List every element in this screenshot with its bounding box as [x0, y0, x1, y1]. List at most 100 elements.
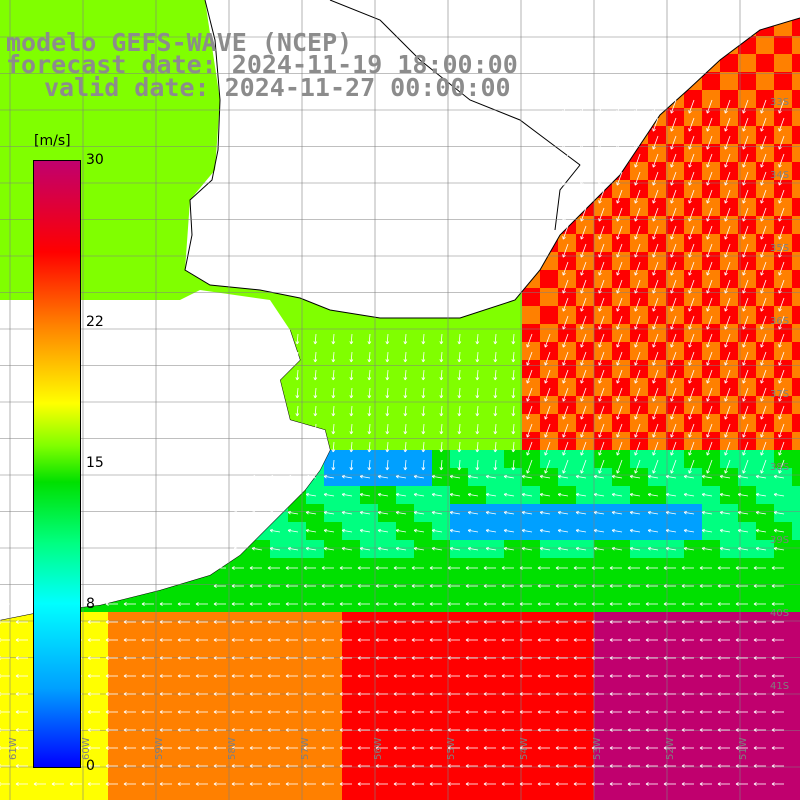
wind-arrow-head	[699, 729, 703, 732]
wind-speed-cell	[324, 756, 342, 774]
wind-arrow-head	[323, 475, 327, 479]
wind-arrow-head	[476, 341, 480, 345]
wind-speed-cell	[198, 738, 216, 756]
wind-arrow-head	[616, 416, 620, 420]
wind-arrow-head	[778, 164, 780, 168]
wind-speed-cell	[108, 774, 126, 792]
wind-arrow	[684, 511, 695, 515]
wind-speed-cell	[504, 738, 522, 756]
wind-arrow-head	[760, 326, 762, 330]
wind-arrow	[630, 511, 641, 515]
wind-arrow-head	[681, 584, 685, 587]
wind-speed-cell	[90, 630, 108, 648]
wind-arrow-head	[670, 344, 674, 348]
wind-speed-cell	[18, 684, 36, 702]
wind-speed-cell	[720, 324, 738, 342]
wind-arrow-head	[652, 452, 654, 456]
wind-arrow-head	[449, 529, 453, 533]
wind-arrow-head	[670, 164, 674, 168]
wind-arrow-head	[778, 254, 780, 258]
wind-arrow-head	[580, 164, 582, 168]
wind-arrow-head	[544, 452, 548, 456]
wind-arrow-head	[447, 584, 451, 587]
wind-arrow-head	[404, 395, 408, 399]
wind-arrow-head	[0, 620, 1, 622]
wind-arrow-head	[15, 693, 19, 696]
wind-arrow-head	[681, 620, 685, 623]
wind-arrow	[360, 511, 371, 515]
wind-speed-cell	[738, 252, 756, 270]
wind-arrow-head	[591, 620, 595, 623]
wind-arrow-head	[503, 511, 507, 515]
wind-arrow	[544, 351, 551, 366]
wind-arrow-head	[699, 675, 703, 678]
wind-speed-cell	[594, 630, 612, 648]
wind-arrow	[414, 475, 425, 479]
wind-speed-cell	[288, 720, 306, 738]
wind-arrow-head	[503, 547, 507, 551]
wind-arrow-head	[449, 475, 453, 479]
wind-arrow-head	[269, 475, 273, 479]
wind-speed-cell	[414, 324, 432, 342]
wind-arrow-head	[375, 728, 379, 731]
wind-speed-cell	[648, 360, 666, 378]
wind-speed-cell	[90, 180, 108, 198]
wind-arrow	[634, 207, 641, 222]
wind-speed-cell	[666, 702, 684, 720]
wind-arrow-head	[357, 711, 361, 714]
wind-arrow	[324, 529, 335, 533]
wind-arrow-head	[681, 585, 685, 588]
wind-arrow-head	[429, 657, 433, 660]
wind-arrow-head	[177, 729, 181, 732]
wind-arrow-head	[339, 603, 343, 606]
wind-arrow-head	[544, 380, 546, 384]
wind-arrow-head	[313, 359, 316, 363]
wind-speed-cell	[450, 576, 468, 594]
wind-arrow	[252, 511, 263, 515]
wind-arrow-head	[539, 475, 543, 479]
wind-arrow-head	[141, 620, 145, 623]
wind-speed-cell	[90, 36, 108, 54]
wind-arrow	[350, 387, 353, 398]
wind-arrow-head	[249, 639, 253, 642]
wind-speed-cell	[162, 792, 180, 800]
wind-speed-cell	[432, 432, 450, 450]
wind-arrow-head	[422, 377, 426, 381]
wind-arrow-head	[411, 728, 415, 731]
wind-arrow-head	[773, 493, 777, 497]
wind-arrow-head	[778, 398, 782, 402]
wind-arrow-head	[526, 434, 530, 438]
wind-speed-cell	[756, 378, 774, 396]
wind-arrow-head	[15, 603, 19, 606]
wind-arrow	[580, 171, 587, 186]
wind-speed-cell	[90, 720, 108, 738]
wind-arrow-head	[537, 585, 541, 588]
wind-speed-cell	[720, 720, 738, 738]
wind-speed-cell	[630, 630, 648, 648]
wind-arrow	[544, 423, 551, 438]
wind-arrow-head	[706, 326, 708, 330]
wind-arrow-head	[760, 416, 764, 420]
wind-arrow-head	[324, 510, 328, 513]
wind-arrow	[688, 405, 695, 420]
wind-arrow-head	[666, 510, 670, 513]
wind-speed-cell	[792, 540, 800, 558]
wind-arrow-head	[645, 584, 649, 587]
wind-arrow	[580, 279, 587, 294]
wind-speed-cell	[252, 594, 270, 612]
wind-arrow	[778, 459, 785, 474]
wind-speed-cell	[162, 774, 180, 792]
wind-speed-cell	[486, 720, 504, 738]
wind-speed-cell	[702, 306, 720, 324]
wind-speed-cell	[630, 738, 648, 756]
wind-arrow-head	[296, 467, 300, 471]
wind-arrow	[630, 475, 641, 479]
wind-speed-cell	[432, 558, 450, 576]
wind-arrow-head	[717, 638, 721, 641]
wind-arrow-head	[630, 546, 634, 549]
wind-arrow	[562, 189, 569, 204]
wind-arrow-head	[719, 547, 723, 551]
wind-speed-cell	[738, 144, 756, 162]
wind-arrow-head	[634, 110, 636, 114]
wind-arrow-head	[393, 656, 397, 659]
